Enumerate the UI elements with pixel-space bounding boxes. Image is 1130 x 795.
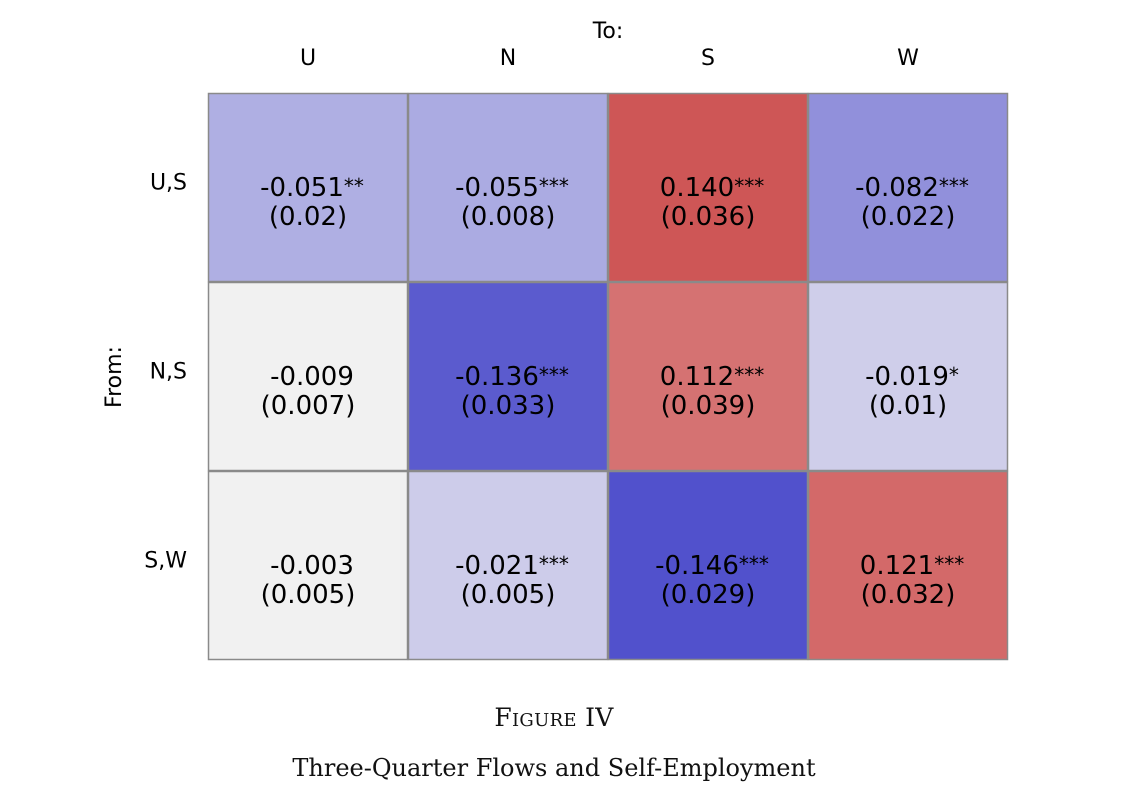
column-label: S: [701, 46, 715, 71]
heatmap-cell: [607, 470, 809, 661]
cell-value: -0.019*: [865, 362, 959, 392]
cell-standard-error: (0.005): [261, 580, 356, 610]
heatmap-cell: [807, 470, 1009, 661]
heatmap-cell: [607, 281, 809, 472]
cell-value: -0.051**: [260, 173, 364, 203]
cell-value: 0.140***: [660, 173, 764, 203]
cell-standard-error: (0.029): [661, 580, 756, 610]
heatmap-cell: [407, 92, 609, 283]
cell-standard-error: (0.036): [661, 202, 756, 232]
heatmap-cell: [207, 470, 409, 661]
column-label: W: [897, 46, 919, 71]
column-label: U: [300, 46, 316, 71]
cell-value: -0.082***: [855, 173, 969, 203]
cell-value: -0.009: [270, 362, 354, 392]
heatmap-cell: [207, 281, 409, 472]
cell-standard-error: (0.02): [269, 202, 347, 232]
heatmap-cells: [207, 92, 1009, 661]
cell-value: -0.055***: [455, 173, 569, 203]
heatmap-cell: [807, 92, 1009, 283]
cell-standard-error: (0.01): [869, 391, 947, 421]
cell-value: 0.121***: [860, 551, 964, 581]
cell-standard-error: (0.007): [261, 391, 356, 421]
x-axis-title: To:: [592, 19, 624, 44]
cell-standard-error: (0.022): [861, 202, 956, 232]
figure-caption: Three-Quarter Flows and Self-Employment: [292, 754, 816, 782]
heatmap-cell: [807, 281, 1009, 472]
heatmap-cell: [407, 281, 609, 472]
cell-value: 0.112***: [660, 362, 764, 392]
cell-value: -0.003: [270, 551, 354, 581]
cell-standard-error: (0.039): [661, 391, 756, 421]
heatmap-cell: [607, 92, 809, 283]
row-label: U,S: [150, 171, 187, 196]
heatmap-cell: [207, 92, 409, 283]
heatmap-cell: [407, 470, 609, 661]
figure-label: Figure IV: [494, 703, 614, 732]
row-label: N,S: [150, 360, 187, 385]
column-label: N: [500, 46, 516, 71]
cell-value: -0.021***: [455, 551, 569, 581]
cell-standard-error: (0.005): [461, 580, 556, 610]
cell-standard-error: (0.033): [461, 391, 556, 421]
cell-value: -0.146***: [655, 551, 769, 581]
cell-standard-error: (0.008): [461, 202, 556, 232]
heatmap-labels: To: From: U N S W U,S N,S S,W -0.051**(0.02) -0.05…: [102, 19, 969, 610]
cell-value: -0.136***: [455, 362, 569, 392]
y-axis-title: From:: [102, 346, 127, 408]
cell-standard-error: (0.032): [861, 580, 956, 610]
row-label: S,W: [144, 549, 187, 574]
